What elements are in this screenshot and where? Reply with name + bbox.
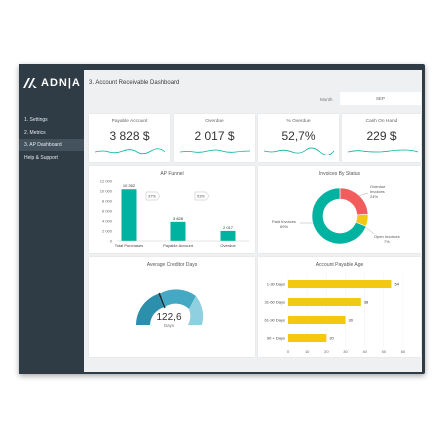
kpi-card-percent-overdue: % Overdue 52,7% xyxy=(258,114,339,162)
kpi-value: 229 $ xyxy=(366,129,397,143)
conversion-label: 53% xyxy=(197,194,205,199)
bar-value-label: 38 xyxy=(364,300,369,305)
payable-age-chart: 0 10 20 30 40 50 60 1-30 Days 54 31-60 Days 38 61-9… xyxy=(265,273,406,354)
y-tick-label: 8 000 xyxy=(102,199,113,204)
bar-value-label: 10 352 xyxy=(123,183,136,188)
y-category-label: 1-30 Days xyxy=(267,282,285,287)
creditor-days-gauge: 122,6 Days xyxy=(136,289,204,328)
ap-funnel-chart: 0 2 000 4 000 6 000 8 000 10 000 12 000 10 352 T… xyxy=(100,179,249,248)
creditor-days-card: Average Creditor Days 122,6 Days xyxy=(89,257,255,357)
slice-pct: 24% xyxy=(370,194,378,199)
funnel-bar xyxy=(170,221,186,241)
kpi-label: Cash On Hand xyxy=(365,119,398,124)
x-category-label: Payable Account xyxy=(163,243,194,248)
gauge-value: 122,6 xyxy=(156,312,181,323)
logo: ADN|A xyxy=(23,77,81,89)
leader-line xyxy=(357,192,369,197)
logo-text: ADN|A xyxy=(41,77,81,89)
slice-label: Open Invoices xyxy=(374,234,400,239)
payable-age-card: Account Payable Age 0 10 20 30 40 50 60 1-30 Da… xyxy=(258,257,421,357)
sidebar-item-settings[interactable]: 1. Settings xyxy=(24,117,48,123)
slice-label: Paid Invoices xyxy=(272,219,296,224)
kpi-value: 2 017 $ xyxy=(194,129,235,143)
app-window: ADN|A 1. Settings 2. Metrics 3. AP Dashb… xyxy=(19,64,425,374)
leader-line xyxy=(363,225,375,235)
x-tick-label: 10 xyxy=(305,349,310,354)
slice-label: Overdue xyxy=(370,184,386,189)
invoices-status-card: Invoices By Status Overdue Invoices 24% Ope… xyxy=(258,166,421,253)
age-bar xyxy=(288,316,346,324)
slice-pct: 7% xyxy=(384,239,390,244)
age-bar xyxy=(288,298,361,306)
kpi-sparkline xyxy=(95,148,165,155)
gauge-segment-mid xyxy=(161,289,196,309)
month-select[interactable]: SEP xyxy=(340,92,421,105)
kpi-card-overdue: Overdue 2 017 $ xyxy=(174,114,255,162)
sidebar-item-help-support[interactable]: Help & Support xyxy=(24,154,58,161)
kpi-value: 52,7% xyxy=(281,129,316,143)
x-tick-label: 20 xyxy=(324,349,329,354)
gauge-segment-dark xyxy=(136,293,165,325)
month-label: Month xyxy=(320,97,333,102)
age-bar xyxy=(288,280,392,288)
main-content: 3. Account Receivable Dashboard Month SE… xyxy=(84,70,422,372)
x-tick-label: 60 xyxy=(401,349,406,354)
kpi-card-cash-on-hand: Cash On Hand 229 $ xyxy=(342,114,421,162)
slice-pct: 69% xyxy=(280,224,288,229)
sidebar-nav: 1. Settings 2. Metrics 3. AP Dashboard H… xyxy=(19,114,84,164)
sidebar-item-metrics[interactable]: 2. Metrics xyxy=(24,129,46,136)
funnel-bar xyxy=(121,189,137,241)
gauge-needle xyxy=(158,292,166,309)
donut-slice xyxy=(311,187,367,245)
y-tick-label: 4 000 xyxy=(102,219,113,224)
kpi-sparkline xyxy=(264,147,334,155)
y-tick-label: 6 000 xyxy=(102,209,113,214)
x-tick-label: 40 xyxy=(362,349,367,354)
logo-icon xyxy=(23,78,37,88)
kpi-sparkline xyxy=(348,149,418,153)
conversion-arrow xyxy=(194,191,210,201)
bar-value-label: 54 xyxy=(395,282,400,287)
y-category-label: 90 + Days xyxy=(267,336,285,341)
x-tick-label: 50 xyxy=(382,349,387,354)
y-tick-label: 10 000 xyxy=(100,189,113,194)
chart-title: Average Creditor Days xyxy=(146,262,198,268)
y-category-label: 61-90 Days xyxy=(265,318,285,323)
gauge-segment-light xyxy=(188,296,204,325)
conversion-label: 37% xyxy=(148,194,156,199)
y-category-label: 31-60 Days xyxy=(265,300,285,305)
ap-funnel-card: AP Funnel 0 2 000 4 000 6 000 8 000 10 000 12 … xyxy=(89,166,255,253)
age-bar xyxy=(288,334,327,342)
y-tick-label: 2 000 xyxy=(102,229,113,234)
chart-title: Invoices By Status xyxy=(318,171,361,177)
kpi-value: 3 828 $ xyxy=(109,129,150,143)
x-tick-label: 30 xyxy=(343,349,348,354)
kpi-label: % Overdue xyxy=(286,119,311,124)
sidebar: ADN|A 1. Settings 2. Metrics 3. AP Dashb… xyxy=(19,64,84,374)
kpi-label: Payable Account xyxy=(111,119,148,124)
donut-slice xyxy=(339,187,369,216)
conversion-arrow xyxy=(145,191,161,201)
bar-value-label: 30 xyxy=(349,318,354,323)
kpi-sparkline xyxy=(180,149,250,153)
slice-label: Invoices xyxy=(370,189,385,194)
kpi-card-payable-account: Payable Account 3 828 $ xyxy=(89,114,170,162)
chart-title: AP Funnel xyxy=(160,171,184,177)
x-tick-label: 0 xyxy=(287,349,290,354)
page-title: 3. Account Receivable Dashboard xyxy=(89,80,180,86)
funnel-bar xyxy=(220,230,236,241)
x-category-label: Overdue xyxy=(220,243,236,248)
y-tick-label: 0 xyxy=(110,239,113,244)
bar-value-label: 20 xyxy=(329,336,334,341)
chart-title: Account Payable Age xyxy=(315,262,364,268)
gauge-unit: Days xyxy=(164,323,175,328)
bar-value-label: 3 828 xyxy=(173,216,184,221)
x-category-label: Total Purchases xyxy=(115,243,143,248)
sidebar-item-ap-dashboard[interactable]: 3. AP Dashboard xyxy=(19,139,84,151)
kpi-label: Overdue xyxy=(205,119,224,124)
bar-value-label: 2 017 xyxy=(223,225,234,230)
y-tick-label: 12 000 xyxy=(100,179,113,184)
